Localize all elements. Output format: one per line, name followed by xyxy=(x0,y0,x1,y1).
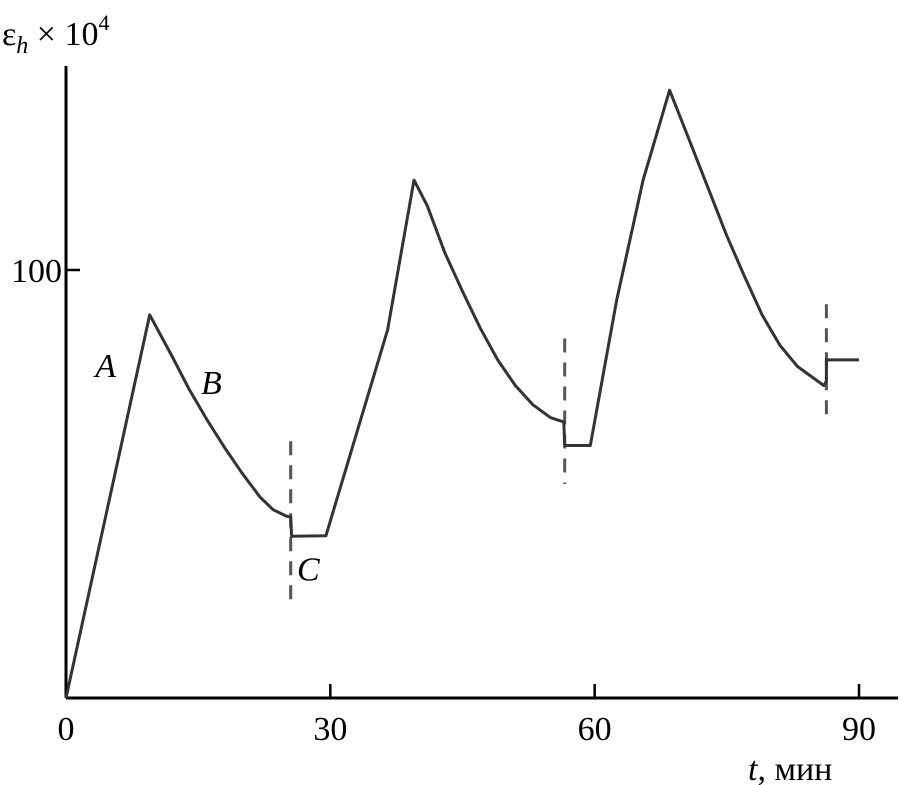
x-tick-label: 0 xyxy=(58,711,75,748)
annotation-label: C xyxy=(297,551,320,588)
axis-ticks: 0 30 60 90 100 xyxy=(11,253,876,748)
x-tick-label: 60 xyxy=(578,711,612,748)
x-tick-label: 30 xyxy=(313,711,347,748)
phase-boundary-lines xyxy=(289,304,828,604)
y-axis-label: εh × 104 xyxy=(2,10,109,59)
x-tick-label: 90 xyxy=(842,711,876,748)
curve-annotations: A B C xyxy=(93,348,320,588)
strain-curve xyxy=(64,88,859,699)
x-axis-label: t, мин xyxy=(748,751,832,785)
series-group xyxy=(64,88,859,699)
y-tick-label: 100 xyxy=(11,253,62,290)
annotation-label: A xyxy=(93,348,116,385)
annotation-label: B xyxy=(201,365,222,402)
